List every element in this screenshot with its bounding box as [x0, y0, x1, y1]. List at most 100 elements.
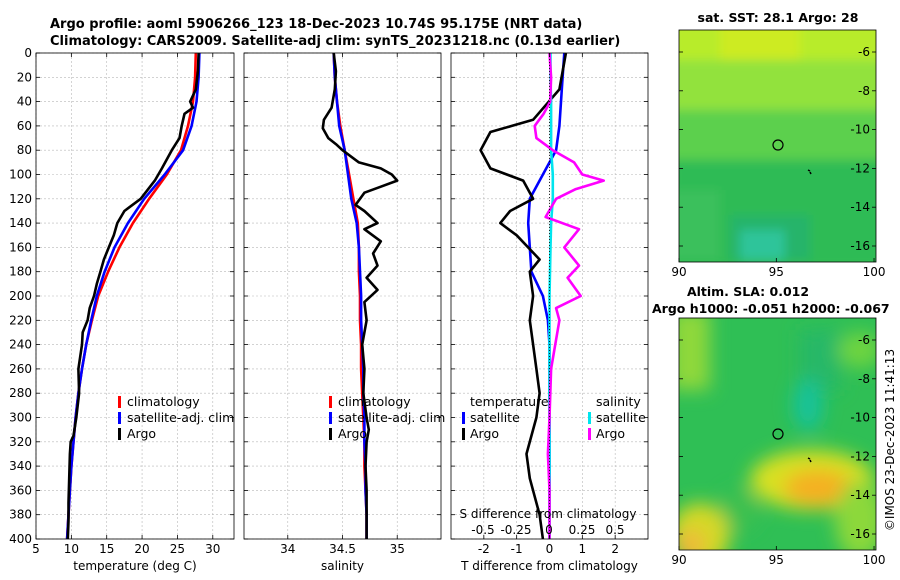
sst-field — [679, 60, 876, 110]
difference-panel: -2 -1 0 1 2 T difference from climatology — [450, 52, 649, 573]
legend-title-temperature: temperature — [470, 394, 549, 409]
series-line-satellite-adj-clim — [65, 52, 201, 540]
island-dots — [807, 457, 812, 463]
legend-label-argo: Argo — [338, 426, 367, 441]
argo-position-marker — [772, 139, 784, 151]
legend-label-sal-satellite: satellite — [596, 410, 646, 425]
map-lat-label: -14 — [850, 488, 870, 502]
y-tick-label: 400 — [9, 532, 32, 546]
argo-position-marker — [772, 428, 784, 440]
map-lat-label: -12 — [850, 161, 870, 175]
s-diff-tick: 0.25 — [569, 523, 596, 537]
y-tick-label: 40 — [17, 95, 32, 109]
map-lat-label: -14 — [850, 200, 870, 214]
map-lon-label: 100 — [863, 265, 886, 279]
y-tick-label: 20 — [17, 70, 32, 84]
legend-label-climatology: climatology — [338, 394, 411, 409]
s-diff-tick: 0.5 — [605, 523, 624, 537]
island-dots — [807, 169, 812, 175]
map-lon-label: 95 — [769, 265, 784, 279]
s-diff-tick: -0.5 — [471, 523, 494, 537]
y-tick-label: 360 — [9, 483, 32, 497]
y-tick-label: 0 — [24, 46, 32, 60]
legend-swatch-satellite — [118, 412, 121, 424]
legend-swatch-temp-satellite — [462, 412, 465, 424]
sla-map-title-line-1: Altim. SLA: 0.012 — [687, 284, 809, 299]
legend-swatch-argo — [118, 428, 121, 440]
sla-field — [838, 332, 876, 368]
legend-title-salinity: salinity — [596, 394, 641, 409]
series-line-salinity-argo — [533, 52, 605, 539]
x-tick-label: 5 — [32, 542, 40, 556]
legend-swatch-climatology — [329, 396, 332, 408]
y-tick-label: 120 — [9, 192, 32, 206]
s-diff-tick: -0.25 — [500, 523, 531, 537]
x-tick-label: 15 — [99, 542, 114, 556]
legend-label-sal-argo: Argo — [596, 426, 625, 441]
temperature-panel: 0 20 40 60 80 100 120 140 160 180 200 220 240 260 280 3… — [9, 46, 235, 573]
y-tick-label: 300 — [9, 411, 32, 425]
y-tick-label: 380 — [9, 508, 32, 522]
map-lat-label: -10 — [850, 411, 870, 425]
y-tick-label: 340 — [9, 459, 32, 473]
map-lat-label: -16 — [850, 239, 870, 253]
y-tick-label: 80 — [17, 143, 32, 157]
title-line-2: Climatology: CARS2009. Satellite-adj cli… — [50, 34, 620, 49]
imos-credit: ©IMOS 23-Dec-2023 11:41:13 — [883, 349, 897, 531]
y-tick-label: 180 — [9, 265, 32, 279]
sla-map-frame — [678, 317, 877, 551]
y-tick-label: 280 — [9, 386, 32, 400]
legend-swatch-sal-argo — [588, 428, 591, 440]
sla-map — [679, 318, 876, 550]
y-tick-label: 200 — [9, 289, 32, 303]
series-line-argo — [66, 52, 200, 540]
series-line-argo — [321, 52, 399, 539]
legend-label-argo: Argo — [127, 426, 156, 441]
s-difference-axis-label: S difference from climatology — [460, 507, 637, 521]
sla-map-ticks: 90 95 100 -6 -8 -10 -12 -14 -16 — [671, 333, 885, 567]
sla-field — [793, 379, 823, 431]
legend-swatch-temp-argo — [462, 428, 465, 440]
map-lon-label: 100 — [863, 553, 886, 567]
legend-swatch-climatology — [118, 396, 121, 408]
x-axis-label: salinity — [321, 559, 364, 573]
y-tick-label: 240 — [9, 338, 32, 352]
legend-label-satellite: satellite-adj. clim — [127, 410, 234, 425]
map-lat-label: -16 — [850, 527, 870, 541]
title-line-1: Argo profile: aoml 5906266_123 18-Dec-20… — [50, 17, 582, 32]
y-tick-label: 220 — [9, 313, 32, 327]
legend-swatch-sal-satellite — [588, 412, 591, 424]
sst-map-frame — [678, 29, 877, 263]
sla-field — [679, 318, 710, 390]
x-tick-label: 20 — [134, 542, 149, 556]
sst-field — [720, 30, 800, 60]
sst-field — [679, 110, 876, 160]
x-tick-label: 2 — [611, 542, 619, 556]
sla-map-title-line-2: Argo h1000: -0.051 h2000: -0.067 — [652, 301, 890, 316]
y-tick-label: 140 — [9, 216, 32, 230]
legend-swatch-argo — [329, 428, 332, 440]
sst-map — [679, 30, 876, 262]
sla-field — [784, 470, 852, 506]
legend-label-satellite: satellite-adj. clim — [338, 410, 445, 425]
x-tick-label: 30 — [205, 542, 220, 556]
map-lat-label: -10 — [850, 123, 870, 137]
x-tick-label: 35 — [390, 542, 405, 556]
map-lat-label: -8 — [858, 372, 870, 386]
x-tick-label: -1 — [511, 542, 523, 556]
x-tick-label: 34.5 — [329, 542, 356, 556]
sla-field — [679, 530, 705, 550]
x-tick-label: 10 — [64, 542, 79, 556]
x-tick-label: 25 — [170, 542, 185, 556]
x-axis-label: temperature (deg C) — [73, 559, 196, 573]
difference-legend: temperature satellite Argo salinity sate… — [460, 394, 647, 537]
sst-field — [740, 230, 785, 260]
salinity-legend: climatology satellite-adj. clim Argo — [329, 394, 445, 441]
temperature-legend: climatology satellite-adj. clim Argo — [118, 394, 234, 441]
sst-field — [679, 190, 720, 260]
x-tick-label: -2 — [478, 542, 490, 556]
sla-field — [722, 490, 758, 530]
map-lon-label: 95 — [769, 553, 784, 567]
y-tick-label: 100 — [9, 168, 32, 182]
